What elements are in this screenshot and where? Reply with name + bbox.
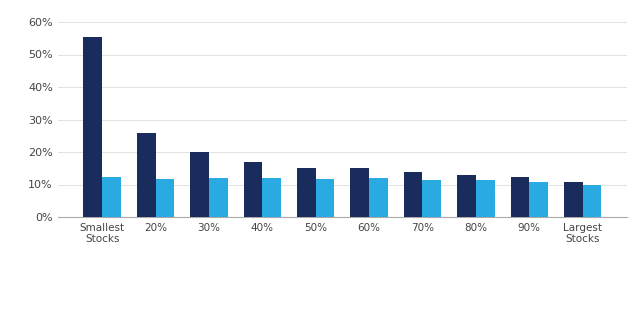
Bar: [457, 175, 476, 217]
Bar: [476, 180, 495, 217]
Bar: [137, 132, 156, 217]
Bar: [582, 185, 602, 217]
Bar: [209, 178, 228, 217]
Bar: [102, 177, 121, 217]
Bar: [564, 182, 582, 217]
Bar: [351, 168, 369, 217]
Bar: [297, 168, 316, 217]
Bar: [316, 179, 334, 217]
Bar: [369, 178, 388, 217]
Bar: [262, 178, 281, 217]
Bar: [404, 172, 422, 217]
Bar: [83, 37, 102, 217]
Bar: [529, 182, 548, 217]
Bar: [190, 152, 209, 217]
Bar: [156, 179, 174, 217]
Bar: [511, 177, 529, 217]
Bar: [422, 180, 441, 217]
Bar: [244, 162, 262, 217]
